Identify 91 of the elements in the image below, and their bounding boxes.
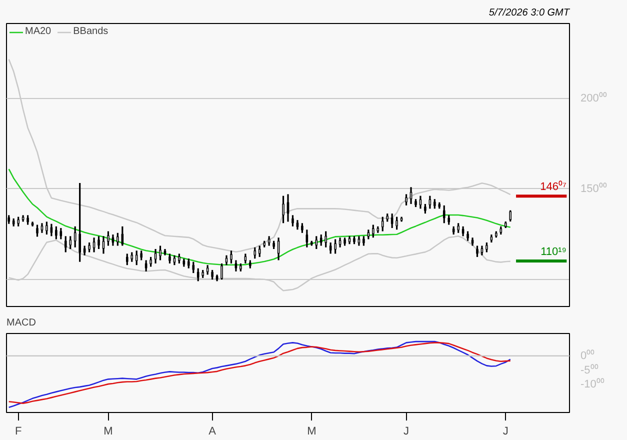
candlestick <box>83 244 86 256</box>
candlestick <box>390 212 394 229</box>
ref-line-label: 146⁰⁷ <box>540 180 567 194</box>
candlestick <box>40 222 44 234</box>
candlestick <box>334 238 336 254</box>
chart-title: MACD <box>6 318 36 328</box>
candlestick <box>154 248 157 264</box>
candlestick <box>150 256 152 268</box>
candlestick <box>92 236 96 254</box>
candlestick <box>98 235 100 250</box>
candlestick <box>424 203 426 214</box>
y-tick-label: 150⁰⁰ <box>580 182 607 195</box>
candlestick <box>396 216 398 230</box>
x-tick-label: F <box>14 426 22 438</box>
candlestick <box>486 242 488 254</box>
x-tick-label: M <box>307 426 316 438</box>
x-tick-label: M <box>104 426 113 438</box>
ref-line-label: 110¹⁹ <box>540 246 567 258</box>
candlestick <box>17 216 20 228</box>
candlestick <box>46 220 48 236</box>
candlestick <box>344 236 346 247</box>
candlestick <box>480 244 484 256</box>
candlestick <box>55 226 58 240</box>
legend-label: BBands <box>73 26 108 37</box>
candlestick <box>126 252 128 266</box>
candlestick <box>234 259 238 272</box>
candlestick <box>192 261 195 274</box>
candlestick <box>258 244 261 258</box>
candlestick <box>428 195 432 210</box>
candlestick <box>220 262 223 280</box>
candlestick <box>244 252 247 264</box>
candlestick <box>358 235 360 247</box>
candlestick <box>405 193 408 206</box>
candlestick <box>381 216 384 232</box>
candlestick <box>414 198 417 208</box>
candlestick <box>144 259 148 272</box>
candlestick <box>419 195 422 210</box>
candlestick <box>36 224 38 238</box>
candlestick <box>476 244 478 258</box>
candlestick <box>140 250 142 262</box>
candlestick <box>320 234 322 247</box>
candlestick <box>315 235 318 250</box>
candlestick <box>362 235 365 247</box>
candlestick <box>211 269 214 280</box>
candlestick <box>296 219 299 230</box>
candlestick <box>448 214 450 226</box>
candlestick <box>159 244 162 262</box>
candlestick <box>324 230 328 248</box>
candlestick <box>102 235 105 254</box>
candlestick <box>116 232 119 247</box>
y-tick-label: 200⁰⁰ <box>580 92 607 105</box>
legend-label: MA20 <box>25 26 52 37</box>
candlestick <box>282 195 284 224</box>
candlestick <box>254 246 256 260</box>
text: 5/7/2026 3:0 GMT <box>488 8 570 18</box>
candlestick <box>107 230 110 247</box>
candlestick <box>74 226 76 248</box>
candlestick <box>78 182 81 263</box>
y-tick-label: -5⁰⁰ <box>580 363 598 376</box>
candlestick <box>442 204 446 224</box>
candlestick <box>230 250 232 264</box>
candlestick <box>466 230 469 242</box>
y-tick-label: 0⁰⁰ <box>580 348 595 362</box>
x-tick-label: J <box>502 426 508 438</box>
candlestick <box>338 236 342 248</box>
candlestick <box>135 250 138 266</box>
candlestick <box>168 252 171 264</box>
candlestick <box>178 252 180 264</box>
candlestick <box>187 258 190 270</box>
candlestick <box>301 222 304 234</box>
candlestick <box>196 268 200 282</box>
candlestick <box>286 193 290 222</box>
candlestick <box>457 222 460 234</box>
candlestick <box>50 223 53 237</box>
candlestick <box>434 198 436 210</box>
candlestick <box>88 242 90 254</box>
candlestick <box>268 235 270 247</box>
x-tick-label: J <box>404 426 410 438</box>
candlestick <box>26 214 29 226</box>
candlestick <box>509 210 512 222</box>
candlestick <box>410 186 412 205</box>
x-tick-label: A <box>208 426 217 438</box>
candlestick <box>353 235 356 245</box>
candlestick <box>372 224 374 238</box>
candlestick <box>64 235 67 254</box>
y-tick-label: -10⁰⁰ <box>580 378 604 391</box>
candlestick <box>367 228 370 240</box>
candlestick <box>292 214 294 228</box>
candlestick <box>206 264 209 276</box>
candlestick <box>130 251 134 263</box>
candlestick <box>69 235 72 250</box>
